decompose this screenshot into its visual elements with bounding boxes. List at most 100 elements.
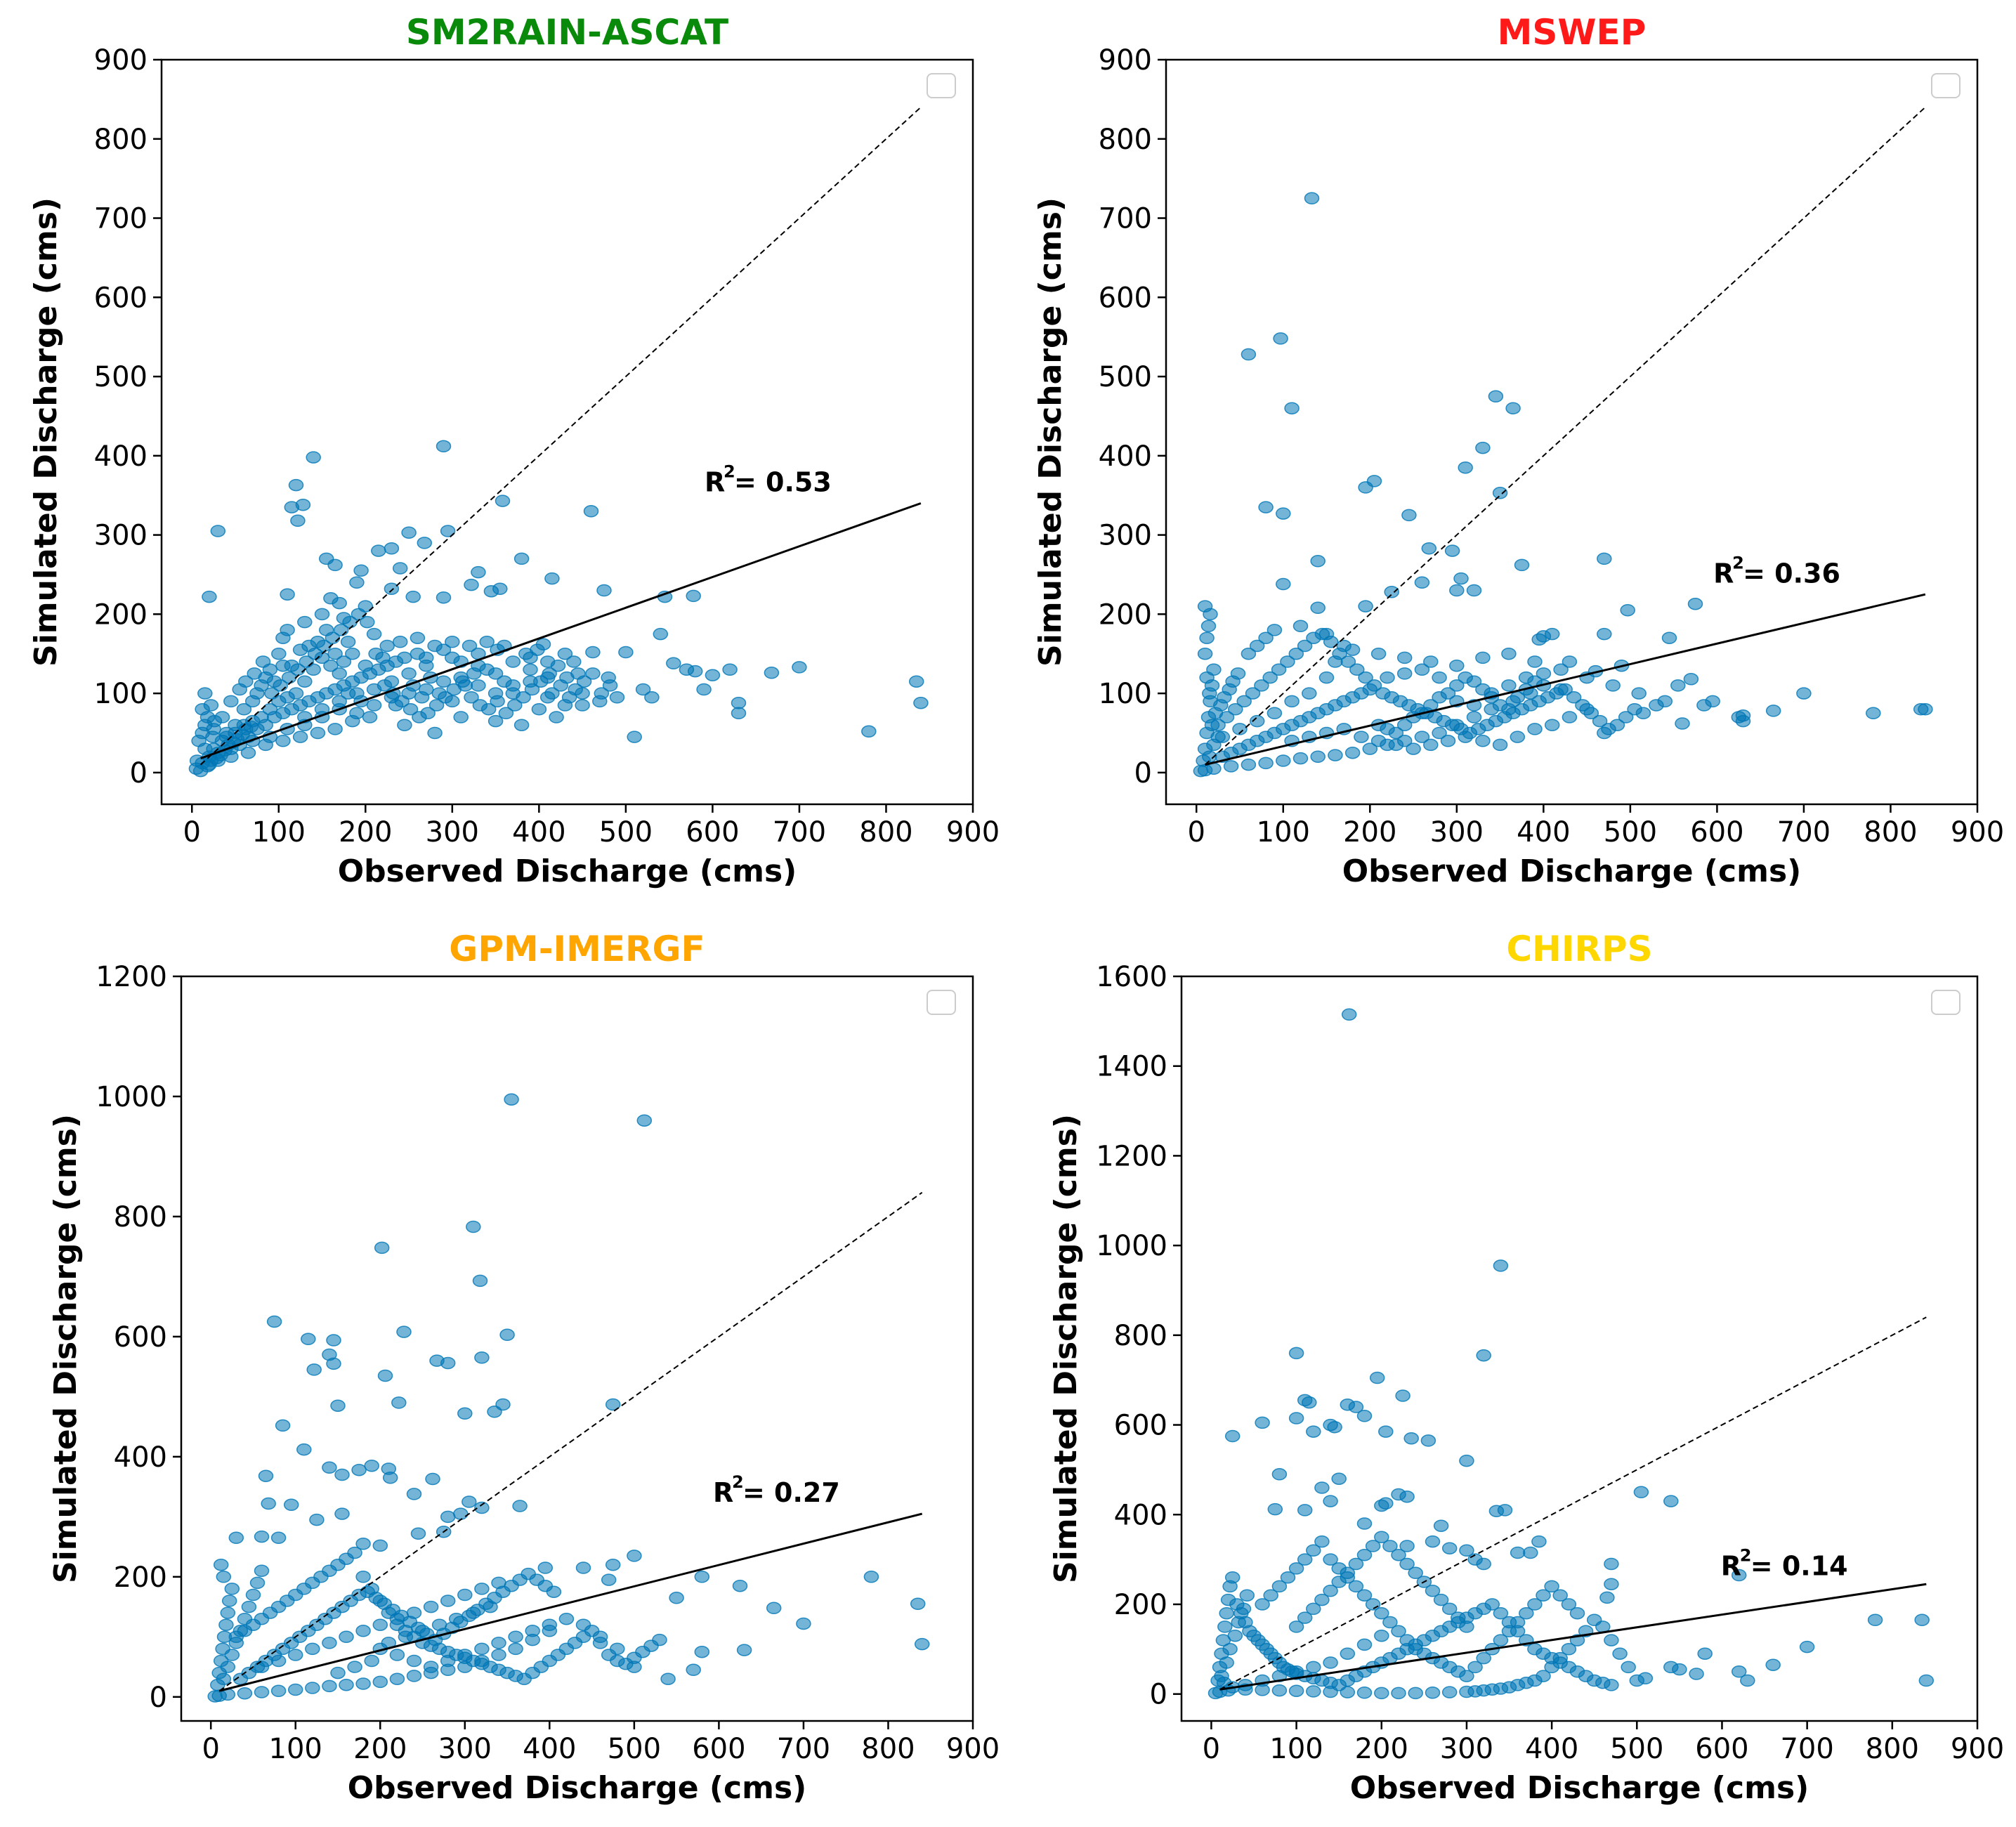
scatter-point — [1288, 1620, 1304, 1633]
scatter-point — [908, 675, 924, 688]
scatter-point — [284, 659, 300, 672]
axes-frame — [1180, 975, 1979, 1722]
scatter-point — [240, 746, 256, 759]
scatter-point — [382, 1472, 398, 1484]
scatter-point — [471, 679, 486, 692]
scatter-point — [559, 671, 575, 684]
x-tick-label: 200 — [1355, 1733, 1408, 1765]
scatter-point — [384, 542, 400, 555]
scatter-point — [1466, 675, 1482, 688]
scatter-point — [1266, 624, 1283, 636]
scatter-point — [322, 1461, 337, 1474]
scatter-point — [1501, 702, 1517, 716]
x-tick-label: 700 — [1777, 816, 1831, 849]
y-tick-label: 0 — [1150, 1679, 1167, 1711]
scatter-point — [427, 726, 443, 740]
scatter-point — [1476, 1349, 1491, 1362]
scatter-point — [1697, 1647, 1713, 1660]
scatter-point — [241, 1600, 257, 1613]
scatter-point — [1276, 577, 1291, 591]
scatter-point — [495, 495, 511, 507]
scatter-point — [1292, 752, 1309, 765]
scatter-point — [423, 1600, 439, 1613]
scatter-point — [1314, 1593, 1330, 1606]
x-tick-label: 800 — [1866, 1733, 1919, 1765]
x-axis-label: Observed Discharge (cms) — [348, 1770, 807, 1806]
scatter-point — [1370, 647, 1387, 660]
scatter-point — [1604, 1578, 1619, 1590]
scatter-point — [366, 627, 382, 641]
scatter-point — [347, 1661, 362, 1673]
x-tick-label: 500 — [599, 816, 653, 849]
scatter-point — [347, 1546, 362, 1559]
scatter-point — [1362, 742, 1378, 755]
scatter-point — [1505, 402, 1521, 414]
scatter-point — [487, 687, 504, 700]
scatter-point — [1618, 711, 1634, 723]
x-tick-label: 700 — [1780, 1733, 1833, 1765]
scatter-point — [1318, 671, 1335, 684]
y-tick-label: 600 — [1099, 282, 1152, 314]
scatter-point — [457, 1649, 473, 1661]
panel-chirps: 0 100 200 300 400 500 600 700 800 900 0 200 400 600 80… — [1048, 929, 2004, 1806]
scatter-point — [523, 651, 538, 664]
scatter-point — [1306, 1661, 1321, 1674]
scatter-point — [1635, 707, 1651, 720]
scatter-point — [491, 1649, 506, 1661]
x-tick-label: 0 — [1203, 1733, 1220, 1765]
scatter-point — [266, 1315, 282, 1328]
x-tick-label: 400 — [512, 816, 565, 849]
scatter-point — [1484, 1598, 1500, 1611]
scatter-point — [491, 1576, 506, 1590]
scatter-point — [446, 683, 462, 696]
scatter-point — [406, 1488, 422, 1500]
scatter-point — [505, 655, 521, 668]
legend-box — [927, 73, 956, 98]
y-tick-label: 300 — [1099, 520, 1152, 552]
x-tick-label: 100 — [1269, 1733, 1323, 1765]
scatter-point — [644, 691, 660, 704]
scatter-point — [419, 651, 434, 664]
scatter-point — [410, 631, 426, 644]
scatter-point — [207, 714, 223, 728]
y-tick-label: 100 — [1099, 678, 1152, 710]
scatter-point — [218, 1618, 234, 1631]
scatter-point — [1288, 1665, 1304, 1678]
scatter-point — [1258, 631, 1274, 644]
scatter-point — [301, 1332, 316, 1346]
scatter-point — [1207, 1687, 1224, 1700]
scatter-point — [627, 1550, 642, 1562]
scatter-point — [270, 1531, 287, 1545]
scatter-point — [1199, 631, 1215, 644]
scatter-point — [287, 1649, 303, 1661]
r2-annotation: R2= 0.14 — [1721, 1545, 1848, 1581]
scatter-point — [1451, 1611, 1466, 1624]
scatter-point — [539, 691, 556, 704]
scatter-point — [542, 667, 557, 680]
scatter-points — [207, 1093, 930, 1703]
scatter-point — [372, 1675, 388, 1689]
scatter-point — [427, 639, 443, 653]
scatter-point — [448, 1612, 464, 1625]
scatter-point — [1561, 1598, 1577, 1611]
x-tick-label: 400 — [1525, 1733, 1578, 1765]
scatter-point — [1267, 1502, 1283, 1516]
scatter-point — [1273, 332, 1288, 345]
scatter-point — [287, 1683, 303, 1696]
scatter-point — [271, 695, 287, 708]
scatter-point — [406, 1654, 422, 1668]
scatter-point — [635, 683, 651, 696]
scatter-point — [487, 1406, 502, 1418]
x-tick-label: 100 — [1257, 816, 1310, 849]
scatter-point — [358, 659, 374, 672]
scatter-point — [334, 1468, 350, 1481]
scatter-point — [392, 636, 408, 648]
scatter-point — [1475, 651, 1491, 664]
scatter-point — [513, 552, 530, 565]
x-tick-label: 600 — [686, 816, 739, 849]
scatter-point — [1241, 758, 1257, 771]
y-tick-label: 300 — [94, 520, 148, 552]
scatter-point — [652, 1633, 667, 1646]
scatter-point — [436, 591, 452, 604]
scatter-point — [1421, 542, 1437, 555]
